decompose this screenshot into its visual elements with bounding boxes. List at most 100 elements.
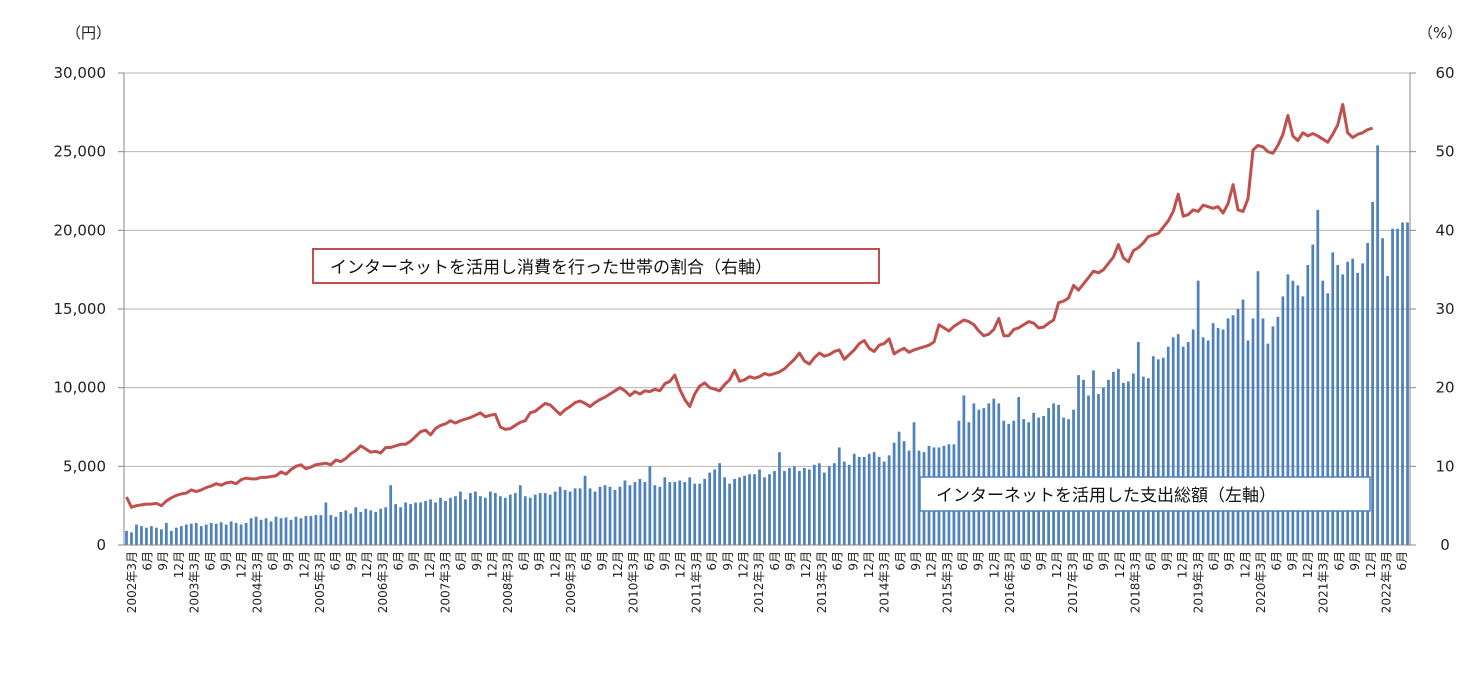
x-tick-label: 9月 (1097, 551, 1111, 571)
x-tick-label: 12月 (297, 551, 311, 578)
x-tick-label: 2010年3月 (627, 551, 641, 613)
bar (429, 499, 432, 545)
bar (553, 491, 557, 545)
bar (1316, 209, 1320, 545)
bar (773, 471, 776, 545)
y-right-unit: （%） (1418, 24, 1462, 42)
x-tick-label: 12月 (611, 551, 625, 578)
bar (897, 431, 901, 545)
bar (887, 455, 891, 545)
x-tick-label: 9月 (909, 551, 923, 571)
x-tick-label: 6月 (1019, 551, 1033, 571)
bar (369, 510, 373, 545)
bar (1336, 264, 1340, 545)
y-right-tick-label: 50 (1435, 143, 1454, 161)
bar (837, 447, 841, 545)
bar (778, 452, 781, 545)
bar (593, 491, 597, 545)
bar (1276, 316, 1280, 545)
bar (1176, 334, 1180, 545)
bar (1346, 261, 1350, 545)
bar (289, 519, 293, 545)
bar (543, 493, 547, 545)
bar (174, 527, 178, 545)
bar (738, 477, 741, 545)
bar (1386, 275, 1389, 545)
x-tick-label: 6月 (266, 551, 280, 571)
bar (783, 471, 786, 545)
bar (1206, 340, 1210, 545)
x-tick-label: 6月 (1395, 551, 1409, 571)
bar (219, 522, 223, 545)
bar (803, 467, 806, 545)
bar (364, 508, 368, 545)
x-tick-label: 12月 (1364, 551, 1378, 578)
bar (1112, 371, 1115, 545)
x-tick-label: 12月 (172, 551, 186, 578)
x-tick-label: 6月 (391, 551, 405, 571)
bar (169, 530, 173, 545)
x-tick-label: 9月 (1285, 551, 1299, 571)
x-tick-label: 6月 (705, 551, 719, 571)
bar (474, 491, 477, 545)
x-tick-label: 6月 (454, 551, 468, 571)
bar (548, 494, 552, 545)
bar (618, 486, 622, 545)
x-tick-label: 12月 (235, 551, 249, 578)
x-tick-label: 12月 (1113, 551, 1127, 578)
y-left-tick-label: 0 (96, 536, 106, 554)
bar (573, 488, 577, 545)
x-tick-label: 12月 (1238, 551, 1252, 578)
bar (459, 491, 462, 545)
bar (1296, 285, 1300, 545)
bar (279, 518, 283, 545)
bar (1191, 329, 1195, 545)
bar (1186, 342, 1190, 545)
bar (538, 493, 542, 545)
bar (145, 527, 148, 545)
bar (1146, 378, 1150, 545)
x-tick-label: 2009年3月 (564, 551, 578, 613)
bar (1141, 376, 1145, 545)
x-tick-label: 9月 (658, 551, 672, 571)
bar (1291, 280, 1295, 545)
bar (165, 522, 168, 545)
bar (130, 532, 133, 545)
x-tick-label: 2018年3月 (1129, 551, 1143, 613)
bar (264, 518, 268, 545)
x-tick-label: 2020年3月 (1254, 551, 1268, 613)
bar (857, 456, 861, 545)
bar (588, 488, 592, 545)
bar (598, 486, 602, 545)
x-tick-label: 6月 (1082, 551, 1096, 571)
x-tick-label: 6月 (1332, 551, 1346, 571)
bar (798, 471, 801, 545)
y-left-tick-label: 25,000 (54, 143, 107, 161)
x-tick-label: 12月 (925, 551, 939, 578)
bar (150, 526, 153, 545)
bar (244, 522, 248, 545)
bar (872, 452, 876, 545)
x-tick-label: 2005年3月 (313, 551, 327, 613)
bar (309, 515, 313, 545)
legend-line-label: インターネットを活用し消費を行った世帯の割合（右軸） (330, 258, 772, 278)
bar (434, 502, 437, 545)
bar (1311, 244, 1315, 546)
bar (653, 485, 657, 545)
bar (827, 466, 831, 545)
bar (728, 483, 731, 545)
bar (1361, 263, 1365, 545)
bar (1082, 379, 1085, 545)
bar (274, 516, 278, 545)
bar (658, 486, 662, 545)
y-left-unit: （円） (66, 24, 111, 42)
y-axis-right: 0 10 20 30 40 50 60 (1410, 64, 1455, 554)
bar (209, 522, 213, 545)
bar (688, 477, 692, 545)
bar (1221, 329, 1225, 545)
bar (1401, 222, 1404, 545)
bar (753, 474, 756, 545)
bar (633, 482, 637, 545)
bar (723, 477, 726, 545)
bar (1371, 202, 1374, 545)
